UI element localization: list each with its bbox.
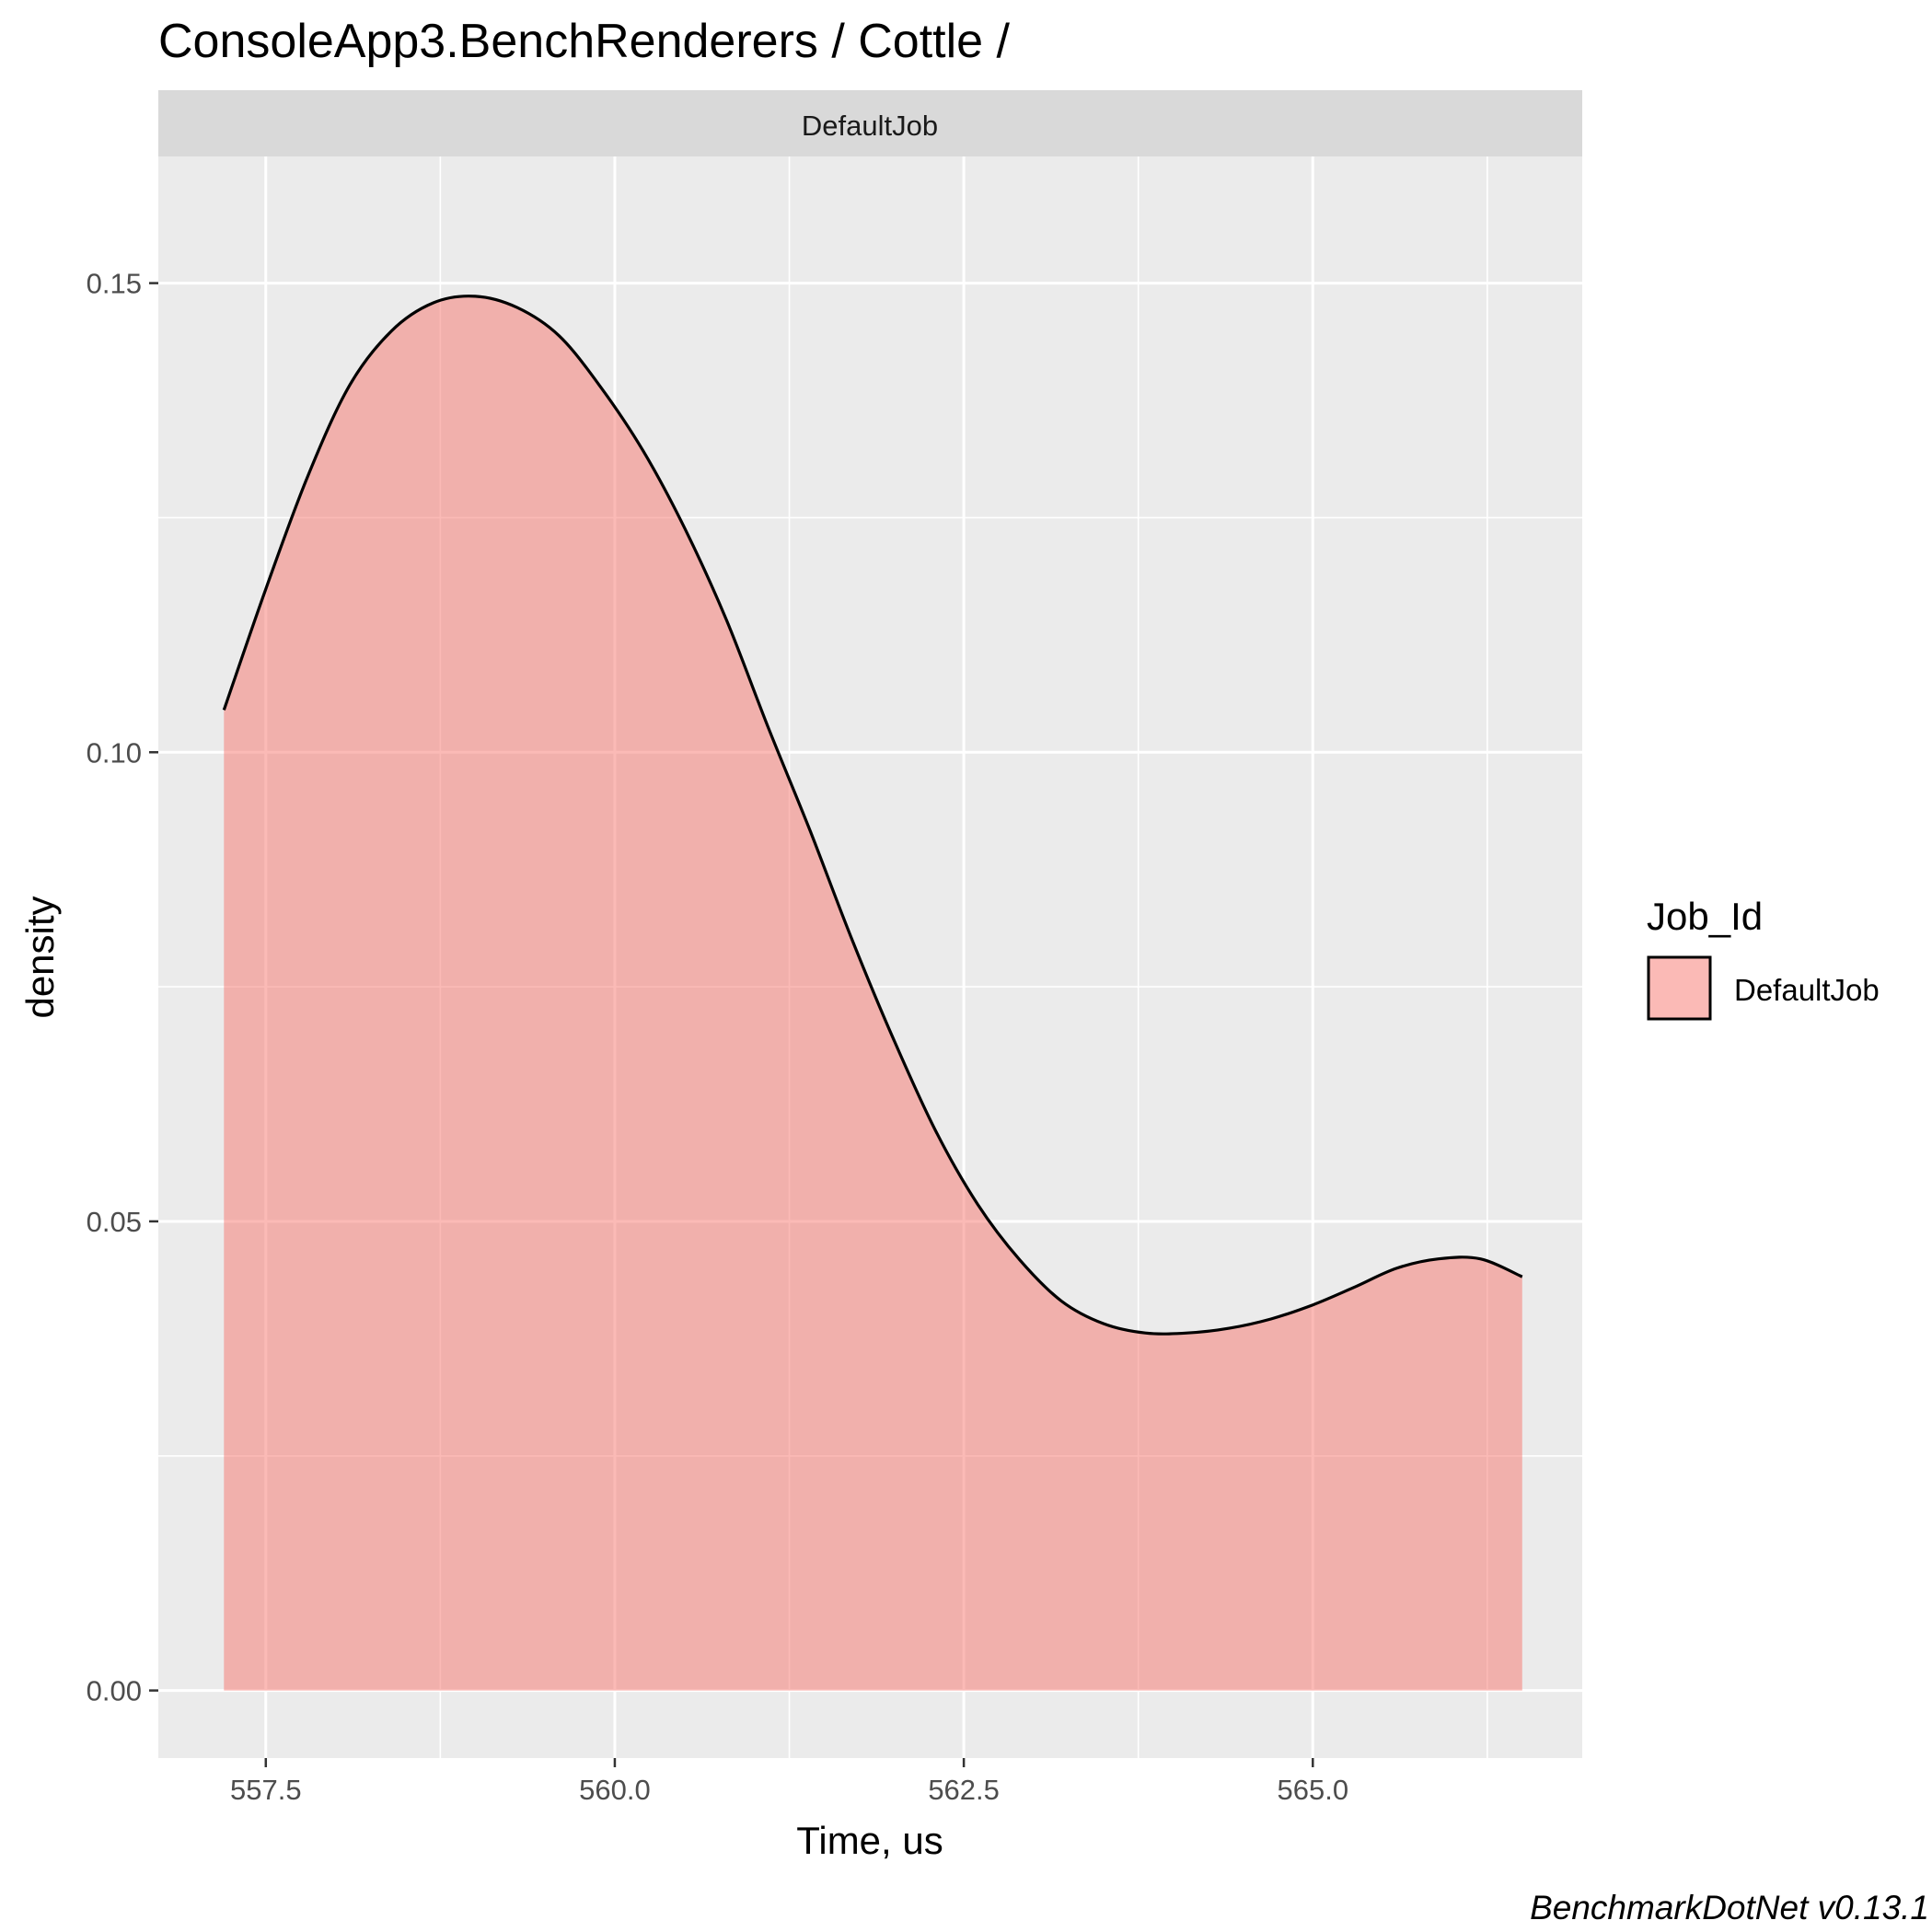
y-tick-label: 0.15 — [87, 268, 142, 300]
caption: BenchmarkDotNet v0.13.1 — [1530, 1889, 1929, 1926]
chart-title: ConsoleApp3.BenchRenderers / Cottle / — [158, 15, 1011, 68]
y-tick-label: 0.10 — [87, 736, 142, 769]
y-axis: 0.00 0.05 0.10 0.15 — [87, 268, 158, 1707]
x-tick-label: 565.0 — [1277, 1774, 1348, 1806]
y-axis-title: density — [18, 896, 62, 1018]
density-line — [222, 295, 1523, 1336]
y-tick-label: 0.05 — [87, 1206, 142, 1238]
x-tick-label: 562.5 — [928, 1774, 1000, 1806]
legend-title: Job_Id — [1647, 895, 1763, 938]
facet-strip — [158, 90, 1582, 156]
legend: Job_Id DefaultJob — [1647, 895, 1880, 1021]
y-tick-label: 0.00 — [87, 1675, 142, 1707]
x-tick-label: 560.0 — [579, 1774, 651, 1806]
facet-strip-label: DefaultJob — [802, 110, 938, 142]
x-tick-label: 557.5 — [230, 1774, 302, 1806]
x-axis-title: Time, us — [796, 1819, 943, 1862]
legend-swatch-defaultjob — [1647, 955, 1712, 1021]
x-axis: 557.5 560.0 562.5 565.0 — [230, 1758, 1348, 1806]
legend-label-defaultjob: DefaultJob — [1734, 973, 1880, 1007]
